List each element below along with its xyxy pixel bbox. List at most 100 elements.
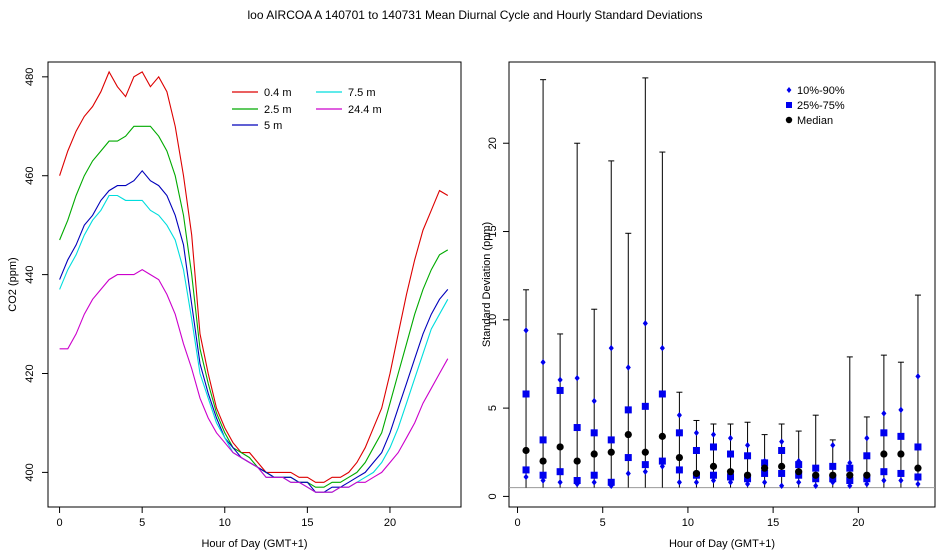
p75-marker	[641, 402, 649, 410]
right-y-tick-label: 5	[487, 405, 499, 411]
median-marker	[590, 450, 598, 458]
median-marker	[846, 471, 854, 479]
p10-marker	[540, 477, 546, 484]
p25-marker	[761, 469, 769, 477]
median-marker	[624, 430, 632, 439]
p25-marker	[914, 473, 922, 481]
right-y-tick-label: 0	[487, 493, 499, 499]
p25-marker	[709, 471, 717, 479]
p90-marker	[779, 438, 785, 445]
p90-marker	[830, 441, 836, 449]
p90-marker	[745, 441, 751, 449]
p90-marker	[625, 364, 631, 371]
median-marker	[539, 457, 547, 465]
legend-marker-p25-75	[786, 102, 792, 108]
p75-marker	[556, 386, 564, 394]
p25-marker	[573, 477, 581, 485]
p25-marker	[727, 473, 735, 481]
left-y-axis-label: CO2 (ppm)	[7, 257, 19, 311]
legend-label-3: 7.5 m	[348, 87, 376, 99]
right-x-axis-label: Hour of Day (GMT+1)	[669, 538, 775, 550]
legend-marker-p10-90	[786, 87, 792, 93]
p90-marker	[642, 320, 648, 327]
median-marker	[522, 446, 530, 455]
legend-label-4: 24.4 m	[348, 104, 382, 116]
legend-label-2: 5 m	[264, 120, 282, 132]
p90-marker	[864, 434, 870, 442]
right-plot-frame	[508, 61, 936, 508]
p75-marker	[795, 461, 803, 469]
p25-marker	[846, 477, 854, 485]
p75-marker	[914, 443, 922, 451]
left-x-tick-label: 10	[219, 517, 231, 529]
p25-marker	[556, 468, 564, 476]
p75-marker	[727, 450, 735, 458]
left-x-tick-label: 5	[139, 517, 145, 529]
median-marker	[761, 464, 769, 472]
p10-marker	[727, 479, 734, 486]
p90-marker	[693, 429, 699, 437]
right-y-tick-label: 15	[487, 225, 499, 237]
p25-marker	[897, 469, 905, 477]
p75-marker	[675, 429, 683, 437]
right-x-tick-label: 0	[514, 517, 520, 529]
median-marker	[743, 471, 752, 479]
p10-marker	[557, 479, 563, 486]
right-x-tick-label: 10	[682, 517, 694, 529]
median-marker	[863, 471, 871, 479]
median-marker	[709, 462, 718, 470]
series-line-2	[59, 169, 449, 493]
p10-marker	[693, 479, 699, 486]
p90-marker	[574, 374, 580, 382]
p10-marker	[796, 479, 802, 486]
right-x-tick-label: 15	[767, 517, 779, 529]
p10-marker	[813, 482, 819, 490]
left-x-axis-label: Hour of Day (GMT+1)	[201, 538, 307, 550]
p75-marker	[744, 452, 752, 460]
series-line-4	[59, 269, 449, 493]
p90-marker	[881, 410, 887, 417]
series-line-0	[59, 70, 449, 483]
p10-marker	[591, 479, 597, 486]
p10-marker	[881, 477, 887, 484]
p10-marker	[608, 482, 614, 490]
p10-marker	[676, 479, 682, 486]
p10-marker	[642, 468, 648, 475]
right-y-tick-label: 10	[487, 314, 499, 326]
p90-marker	[608, 344, 614, 352]
p90-marker	[898, 406, 904, 414]
p75-marker	[863, 452, 871, 460]
p25-marker	[590, 471, 598, 479]
p10-marker	[625, 470, 631, 477]
median-marker	[778, 462, 786, 470]
p75-marker	[812, 464, 820, 472]
legend-label-p10-90: 10%-90%	[797, 85, 845, 97]
p75-marker	[522, 390, 530, 398]
p90-marker	[659, 344, 665, 352]
p90-marker	[523, 327, 529, 334]
p10-marker	[864, 480, 870, 488]
p25-marker	[880, 468, 888, 476]
p10-marker	[779, 482, 785, 490]
p75-marker	[573, 424, 581, 432]
p90-marker	[557, 376, 563, 384]
p10-marker	[745, 480, 751, 488]
left-y-tick-label: 480	[24, 68, 36, 86]
left-x-tick-label: 15	[301, 517, 313, 529]
p75-marker	[692, 446, 700, 454]
series-line-1	[59, 125, 449, 488]
left-y-tick-label: 460	[24, 167, 36, 185]
p25-marker	[641, 461, 649, 469]
p75-marker	[709, 443, 717, 451]
p90-marker	[727, 434, 734, 442]
left-y-tick-label: 420	[24, 364, 36, 382]
legend-marker-median	[785, 116, 793, 124]
median-marker	[692, 469, 701, 478]
median-marker	[675, 453, 684, 462]
p75-marker	[624, 406, 632, 414]
p25-marker	[539, 471, 547, 479]
p75-marker	[846, 464, 854, 472]
p25-marker	[778, 469, 786, 477]
p75-marker	[778, 446, 786, 454]
